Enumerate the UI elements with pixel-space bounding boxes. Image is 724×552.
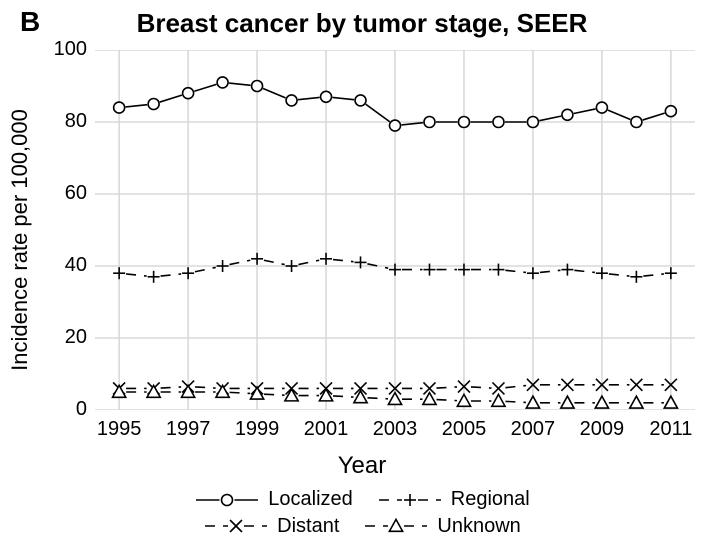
legend-row: Localized Regional bbox=[194, 488, 529, 511]
legend-item: Distant bbox=[203, 515, 339, 538]
x-tick-label: 1999 bbox=[235, 418, 280, 441]
x-tick-label: 2009 bbox=[580, 418, 625, 441]
legend-label: Localized bbox=[268, 488, 353, 511]
x-tick-label: 2005 bbox=[442, 418, 487, 441]
y-tick-label: 80 bbox=[47, 110, 87, 133]
y-tick-label: 40 bbox=[47, 254, 87, 277]
chart-plot bbox=[95, 50, 695, 410]
x-tick-label: 2001 bbox=[304, 418, 349, 441]
y-tick-label: 0 bbox=[47, 398, 87, 421]
legend-item: Regional bbox=[377, 488, 530, 511]
x-tick-label: 2011 bbox=[649, 418, 692, 441]
chart-title: Breast cancer by tumor stage, SEER bbox=[0, 8, 724, 39]
legend-label: Unknown bbox=[437, 515, 520, 538]
chart-container: B Breast cancer by tumor stage, SEER Inc… bbox=[0, 0, 724, 552]
legend-item: Localized bbox=[194, 488, 353, 511]
legend-label: Regional bbox=[451, 488, 530, 511]
x-tick-label: 2007 bbox=[511, 418, 556, 441]
legend-item: Unknown bbox=[363, 515, 520, 538]
legend-label: Distant bbox=[277, 515, 339, 538]
x-tick-label: 2003 bbox=[373, 418, 418, 441]
x-tick-label: 1997 bbox=[166, 418, 211, 441]
legend: Localized Regional Distant Unknown bbox=[0, 488, 724, 541]
x-tick-label: 1995 bbox=[97, 418, 142, 441]
y-tick-label: 100 bbox=[47, 38, 87, 61]
y-tick-label: 20 bbox=[47, 326, 87, 349]
legend-row: Distant Unknown bbox=[203, 515, 521, 538]
x-axis-label: Year bbox=[0, 452, 724, 480]
y-tick-label: 60 bbox=[47, 182, 87, 205]
y-axis-label: Incidence rate per 100,000 bbox=[7, 109, 33, 371]
